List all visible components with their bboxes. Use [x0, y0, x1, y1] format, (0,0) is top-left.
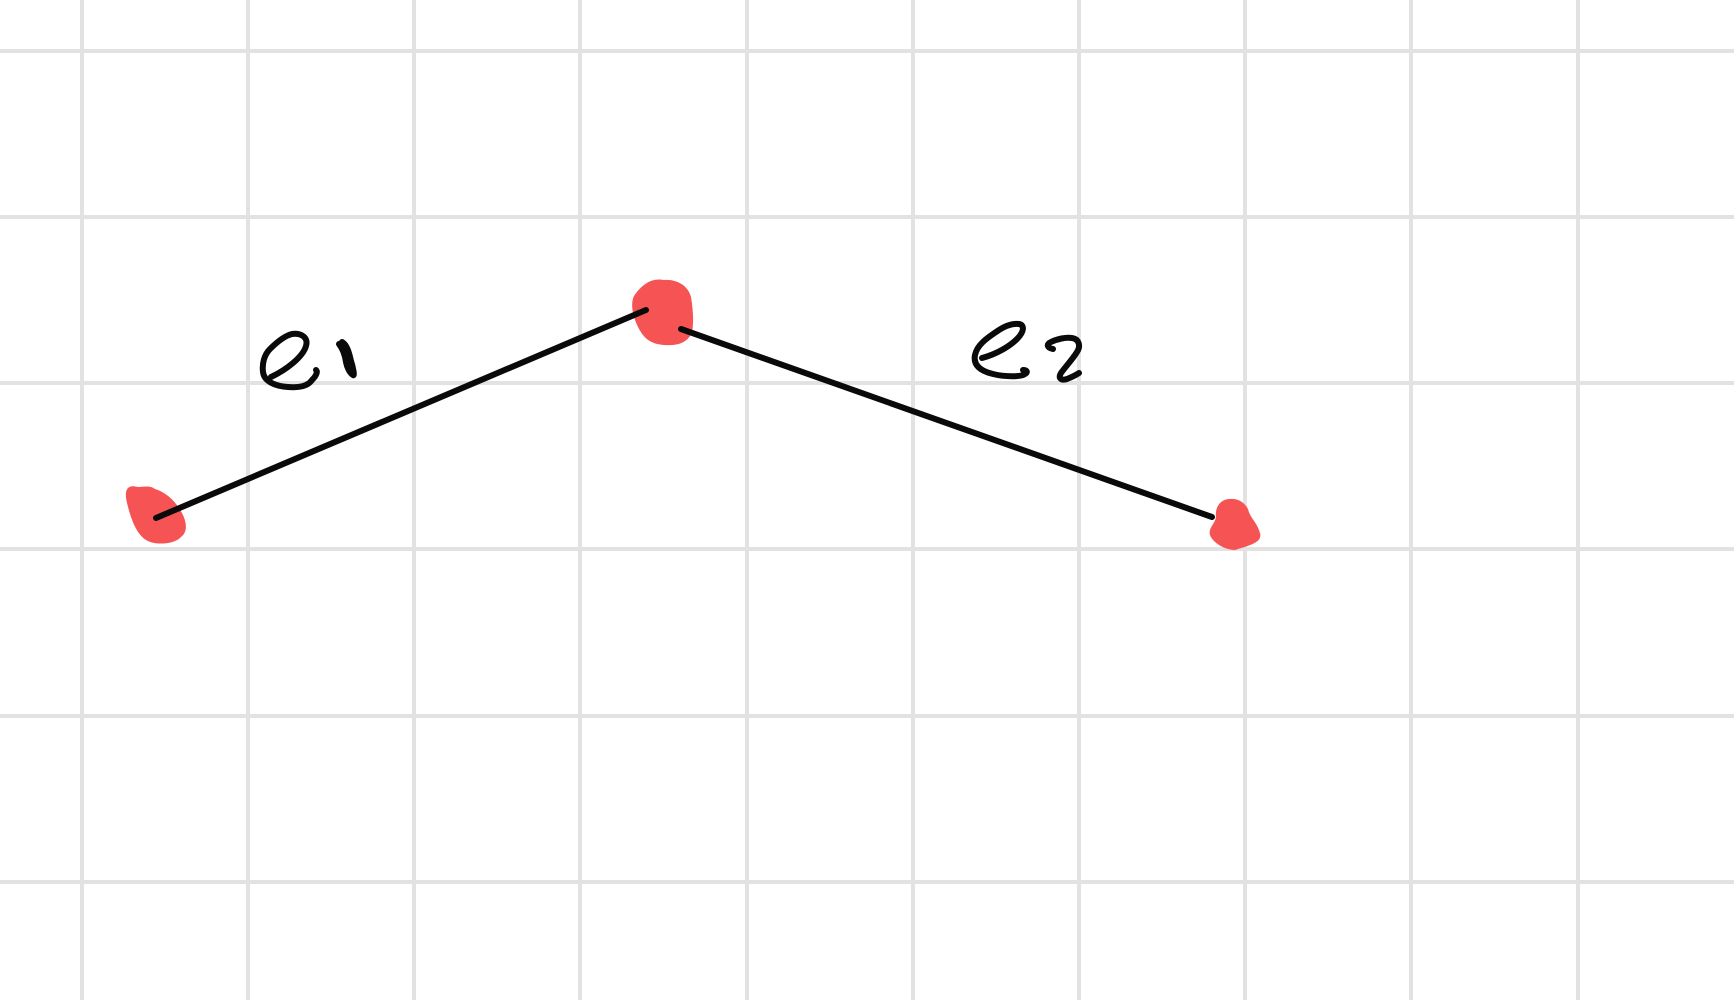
edge-label-e2: e2: [971, 320, 1083, 383]
node-right[interactable]: [1209, 498, 1261, 550]
edge-label-e1-text: e1: [262, 339, 264, 341]
nodes: [125, 279, 1261, 550]
edge-e2[interactable]: [678, 326, 1215, 520]
edge-label-e2-e-glyph: [971, 320, 1030, 380]
node-middle[interactable]: [632, 279, 694, 346]
edge-label-e1: e1: [259, 330, 357, 391]
edge-label-e2-digit: [1044, 334, 1083, 383]
edge-label-e1-digit: [336, 339, 357, 379]
edge-e1[interactable]: [153, 307, 649, 521]
edge-label-e1-e-glyph: [259, 330, 320, 391]
edges: [153, 307, 1215, 521]
